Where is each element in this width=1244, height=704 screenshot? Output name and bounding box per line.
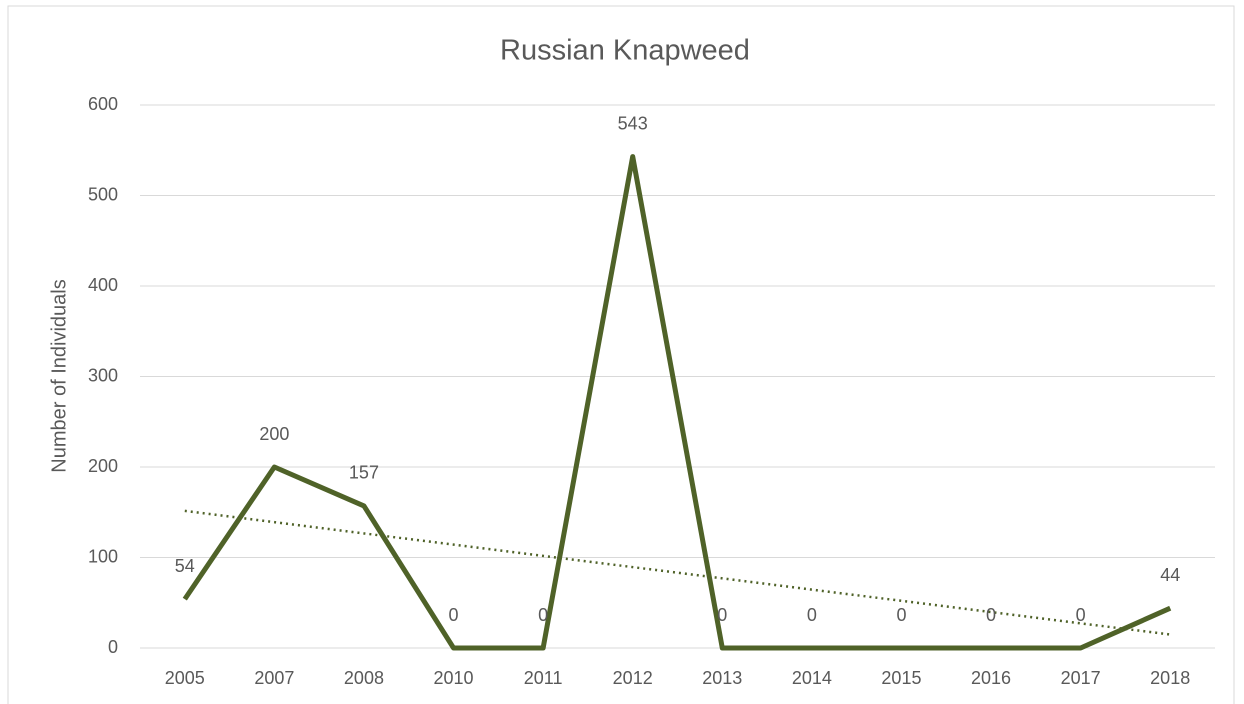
y-tick-label: 100 [88, 546, 118, 566]
x-tick-label: 2008 [344, 668, 384, 688]
data-label: 157 [349, 463, 379, 483]
data-label: 0 [538, 605, 548, 625]
data-label: 0 [807, 605, 817, 625]
y-tick-label: 0 [108, 637, 118, 657]
y-tick-label: 600 [88, 94, 118, 114]
data-label: 0 [717, 605, 727, 625]
x-tick-label: 2005 [165, 668, 205, 688]
x-tick-label: 2013 [702, 668, 742, 688]
y-tick-label: 500 [88, 184, 118, 204]
y-tick-label: 300 [88, 365, 118, 385]
data-line [182, 154, 1172, 651]
x-tick-label: 2011 [524, 668, 563, 688]
y-tick-label: 200 [88, 456, 118, 476]
data-label: 0 [896, 605, 906, 625]
data-label: 54 [175, 556, 195, 576]
chart-frame [7, 5, 1235, 704]
data-label: 44 [1160, 565, 1180, 585]
x-tick-label: 2014 [792, 668, 832, 688]
data-label: 0 [449, 605, 459, 625]
x-tick-label: 2010 [434, 668, 474, 688]
x-tick-label: 2012 [613, 668, 653, 688]
data-label: 200 [259, 424, 289, 444]
x-tick-label: 2017 [1061, 668, 1101, 688]
x-tick-label: 2018 [1150, 668, 1190, 688]
chart-title: Russian Knapweed [500, 35, 750, 67]
x-tick-label: 2016 [971, 668, 1011, 688]
y-tick-label: 400 [88, 275, 118, 295]
data-label: 0 [1076, 605, 1086, 625]
data-label: 0 [986, 605, 996, 625]
y-axis-label: Number of Individuals [48, 279, 70, 472]
x-tick-label: 2007 [254, 668, 294, 688]
data-label: 543 [618, 113, 648, 133]
x-tick-label: 2015 [881, 668, 921, 688]
